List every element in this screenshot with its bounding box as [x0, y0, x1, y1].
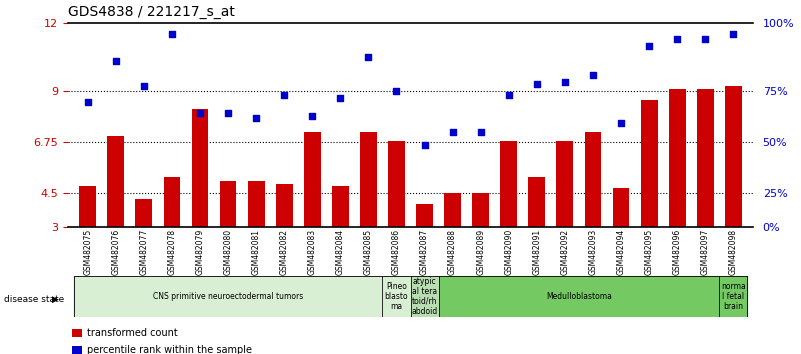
Point: [586, 72, 599, 78]
Point: [446, 129, 459, 135]
Text: GSM482093: GSM482093: [589, 229, 598, 275]
Bar: [382, 276, 410, 317]
Text: norma
l fetal
brain: norma l fetal brain: [721, 282, 746, 311]
Bar: [135, 199, 152, 227]
Text: GSM482078: GSM482078: [167, 229, 176, 275]
Point: [250, 115, 263, 121]
Bar: [248, 181, 264, 227]
Bar: [725, 86, 742, 227]
Text: ▶: ▶: [52, 295, 59, 304]
Point: [194, 111, 207, 116]
Bar: [79, 186, 96, 227]
Text: GSM482090: GSM482090: [505, 229, 513, 275]
Bar: [388, 141, 405, 227]
Point: [334, 95, 347, 101]
Text: Medulloblastoma: Medulloblastoma: [546, 292, 612, 301]
Bar: [669, 88, 686, 227]
Point: [474, 129, 487, 135]
Bar: [417, 204, 433, 227]
Bar: [74, 276, 382, 317]
Text: disease state: disease state: [4, 295, 64, 304]
Text: GSM482081: GSM482081: [252, 229, 260, 275]
Point: [642, 43, 655, 48]
Bar: [719, 276, 747, 317]
Bar: [107, 136, 124, 227]
Text: GSM482088: GSM482088: [448, 229, 457, 275]
Text: GSM482079: GSM482079: [195, 229, 204, 275]
Text: GSM482084: GSM482084: [336, 229, 345, 275]
Bar: [641, 100, 658, 227]
Point: [418, 142, 431, 148]
Text: GSM482096: GSM482096: [673, 229, 682, 275]
Point: [166, 32, 179, 37]
Bar: [332, 186, 348, 227]
Text: percentile rank within the sample: percentile rank within the sample: [87, 345, 252, 354]
Text: GSM482097: GSM482097: [701, 229, 710, 275]
Bar: [697, 88, 714, 227]
Point: [502, 92, 515, 98]
Point: [82, 99, 95, 105]
Text: GDS4838 / 221217_s_at: GDS4838 / 221217_s_at: [68, 5, 235, 19]
Point: [614, 120, 627, 125]
Point: [558, 79, 571, 85]
Point: [698, 36, 711, 42]
Text: GSM482075: GSM482075: [83, 229, 92, 275]
Text: GSM482098: GSM482098: [729, 229, 738, 275]
Bar: [360, 132, 376, 227]
Bar: [473, 193, 489, 227]
Point: [530, 81, 543, 87]
Text: GSM482080: GSM482080: [223, 229, 232, 275]
Text: transformed count: transformed count: [87, 328, 177, 338]
Bar: [276, 184, 292, 227]
Point: [110, 59, 123, 64]
Point: [222, 111, 235, 116]
Bar: [163, 177, 180, 227]
Bar: [304, 132, 320, 227]
Bar: [557, 141, 574, 227]
Bar: [613, 188, 630, 227]
Bar: [219, 181, 236, 227]
Bar: [501, 141, 517, 227]
Point: [390, 88, 403, 94]
Bar: [445, 193, 461, 227]
Point: [727, 32, 739, 37]
Bar: [439, 276, 719, 317]
Text: GSM482087: GSM482087: [420, 229, 429, 275]
Text: GSM482076: GSM482076: [111, 229, 120, 275]
Text: GSM482085: GSM482085: [364, 229, 373, 275]
Point: [362, 54, 375, 60]
Text: GSM482095: GSM482095: [645, 229, 654, 275]
Text: GSM482092: GSM482092: [561, 229, 570, 275]
Text: GSM482082: GSM482082: [280, 229, 288, 275]
Text: GSM482091: GSM482091: [533, 229, 541, 275]
Bar: [529, 177, 545, 227]
Bar: [191, 109, 208, 227]
Text: atypic
al tera
toid/rh
abdoid: atypic al tera toid/rh abdoid: [412, 278, 437, 315]
Text: Pineo
blasto
ma: Pineo blasto ma: [384, 282, 409, 311]
Text: GSM482086: GSM482086: [392, 229, 401, 275]
Point: [138, 84, 151, 89]
Text: GSM482077: GSM482077: [139, 229, 148, 275]
Text: CNS primitive neuroectodermal tumors: CNS primitive neuroectodermal tumors: [153, 292, 304, 301]
Bar: [410, 276, 439, 317]
Bar: [585, 132, 602, 227]
Point: [670, 36, 683, 42]
Point: [306, 113, 319, 119]
Text: GSM482083: GSM482083: [308, 229, 316, 275]
Text: GSM482094: GSM482094: [617, 229, 626, 275]
Point: [278, 92, 291, 98]
Text: GSM482089: GSM482089: [476, 229, 485, 275]
